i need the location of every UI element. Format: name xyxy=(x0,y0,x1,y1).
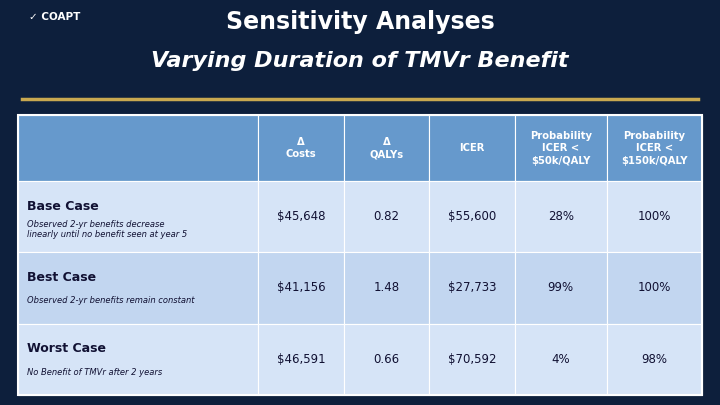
Text: Δ
Costs: Δ Costs xyxy=(286,137,316,160)
Bar xyxy=(429,181,515,252)
Text: ICER: ICER xyxy=(459,143,485,153)
Text: 28%: 28% xyxy=(548,210,574,223)
Bar xyxy=(18,115,702,395)
Bar xyxy=(258,115,343,181)
Text: Varying Duration of TMVr Benefit: Varying Duration of TMVr Benefit xyxy=(151,51,569,70)
Bar xyxy=(18,181,258,252)
Bar xyxy=(429,115,515,181)
Text: $45,648: $45,648 xyxy=(276,210,325,223)
Bar xyxy=(343,252,429,324)
Bar xyxy=(607,181,702,252)
Text: 100%: 100% xyxy=(638,281,671,294)
Text: Probability
ICER <
$50k/QALY: Probability ICER < $50k/QALY xyxy=(530,131,592,166)
Text: Base Case: Base Case xyxy=(27,200,99,213)
Text: 99%: 99% xyxy=(548,281,574,294)
Bar xyxy=(515,324,607,395)
Text: Observed 2-yr benefits decrease
linearly until no benefit seen at year 5: Observed 2-yr benefits decrease linearly… xyxy=(27,220,187,239)
Bar xyxy=(258,324,343,395)
Text: ✓ COAPT: ✓ COAPT xyxy=(29,12,80,22)
Text: No Benefit of TMVr after 2 years: No Benefit of TMVr after 2 years xyxy=(27,368,162,377)
Bar xyxy=(343,115,429,181)
Bar xyxy=(343,181,429,252)
Text: $70,592: $70,592 xyxy=(448,353,496,366)
Text: 1.48: 1.48 xyxy=(374,281,400,294)
Text: $55,600: $55,600 xyxy=(448,210,496,223)
Bar xyxy=(607,115,702,181)
Bar xyxy=(18,115,258,181)
Bar xyxy=(343,324,429,395)
Bar xyxy=(515,115,607,181)
Text: 4%: 4% xyxy=(552,353,570,366)
Text: $41,156: $41,156 xyxy=(276,281,325,294)
Bar xyxy=(429,252,515,324)
Text: 100%: 100% xyxy=(638,210,671,223)
Text: Sensitivity Analyses: Sensitivity Analyses xyxy=(225,10,495,34)
Text: $46,591: $46,591 xyxy=(276,353,325,366)
Text: 98%: 98% xyxy=(642,353,667,366)
Text: 0.66: 0.66 xyxy=(374,353,400,366)
Text: $27,733: $27,733 xyxy=(448,281,496,294)
Bar xyxy=(515,181,607,252)
Bar xyxy=(607,252,702,324)
Bar xyxy=(429,324,515,395)
Bar xyxy=(258,252,343,324)
Text: Best Case: Best Case xyxy=(27,271,96,284)
Bar xyxy=(515,252,607,324)
Text: Worst Case: Worst Case xyxy=(27,342,106,355)
Bar xyxy=(18,252,258,324)
Bar xyxy=(258,181,343,252)
Bar xyxy=(18,324,258,395)
Text: Probability
ICER <
$150k/QALY: Probability ICER < $150k/QALY xyxy=(621,131,688,166)
Bar xyxy=(607,324,702,395)
Text: Observed 2-yr benefits remain constant: Observed 2-yr benefits remain constant xyxy=(27,296,194,305)
Text: 0.82: 0.82 xyxy=(374,210,400,223)
Text: Δ
QALYs: Δ QALYs xyxy=(369,137,403,160)
